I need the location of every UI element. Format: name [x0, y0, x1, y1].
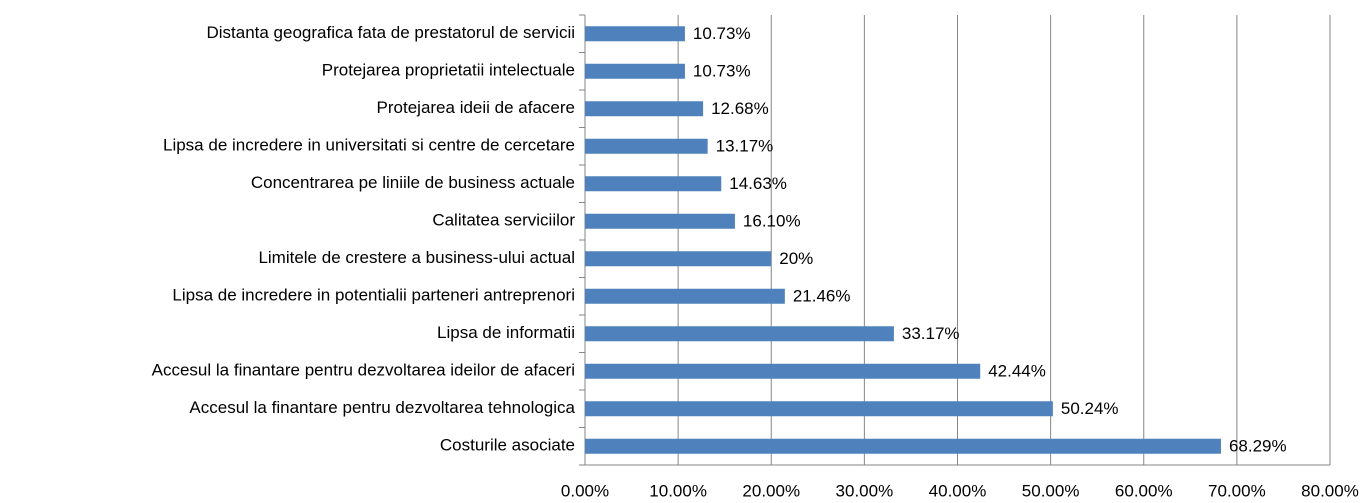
x-tick-label: 60.00% — [1115, 481, 1173, 500]
y-tick-label: Accesul la finantare pentru dezvoltarea … — [189, 398, 575, 417]
x-tick-label: 70.00% — [1208, 481, 1266, 500]
data-label: 13.17% — [716, 137, 774, 156]
bar — [585, 326, 894, 342]
bar — [585, 101, 704, 117]
bar — [585, 176, 722, 192]
x-tick-label: 30.00% — [836, 481, 894, 500]
data-label: 21.46% — [793, 287, 851, 306]
bar — [585, 26, 685, 42]
x-tick-label: 10.00% — [649, 481, 707, 500]
data-label: 10.73% — [693, 24, 751, 43]
bar — [585, 138, 708, 154]
y-tick-label: Calitatea serviciilor — [432, 211, 575, 230]
x-tick-label: 20.00% — [742, 481, 800, 500]
y-tick-label: Lipsa de incredere in universitati si ce… — [163, 136, 575, 155]
data-label: 50.24% — [1061, 399, 1119, 418]
x-tick-label: 50.00% — [1022, 481, 1080, 500]
bar — [585, 401, 1053, 417]
y-tick-label: Limitele de crestere a business-ului act… — [258, 248, 575, 267]
bar — [585, 213, 735, 229]
data-label: 20% — [779, 249, 813, 268]
data-label: 42.44% — [988, 362, 1046, 381]
y-tick-label: Lipsa de incredere in potentialii parten… — [172, 286, 575, 305]
y-tick-label: Concentrarea pe liniile de business actu… — [251, 173, 575, 192]
data-label: 68.29% — [1229, 437, 1287, 456]
bar — [585, 363, 981, 379]
y-tick-label: Costurile asociate — [440, 436, 575, 455]
x-tick-label: 0.00% — [561, 481, 609, 500]
bar — [585, 288, 785, 304]
y-tick-label: Lipsa de informatii — [437, 323, 575, 342]
x-tick-label: 80.00% — [1301, 481, 1359, 500]
bar — [585, 251, 772, 267]
y-tick-label: Distanta geografica fata de prestatorul … — [206, 23, 575, 42]
y-tick-label: Accesul la finantare pentru dezvoltarea … — [152, 361, 575, 380]
bar — [585, 438, 1221, 454]
bar — [585, 63, 685, 79]
x-tick-label: 40.00% — [929, 481, 987, 500]
y-tick-label: Protejarea ideii de afacere — [377, 98, 575, 117]
data-label: 10.73% — [693, 62, 751, 81]
data-label: 16.10% — [743, 212, 801, 231]
data-label: 33.17% — [902, 324, 960, 343]
data-label: 12.68% — [711, 99, 769, 118]
y-tick-label: Protejarea proprietatii intelectuale — [322, 61, 575, 80]
data-label: 14.63% — [729, 174, 787, 193]
